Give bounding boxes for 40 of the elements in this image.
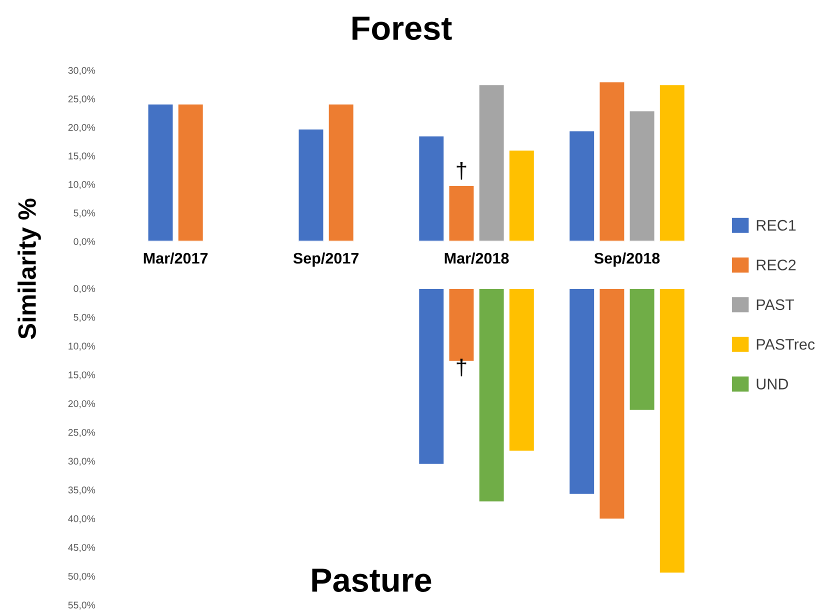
legend-label: PAST xyxy=(756,299,794,310)
text: Pasture xyxy=(312,568,432,592)
bar xyxy=(568,288,596,495)
y-tick-label: 20,0% xyxy=(68,400,96,408)
y-tick-label: 10,0% xyxy=(68,342,96,351)
chart-title: Forest xyxy=(352,16,452,40)
y-tick-label: 5,0% xyxy=(74,314,96,322)
x-tick-label: Mar/2018 xyxy=(444,252,509,264)
y-tick-label: 55,0% xyxy=(68,602,96,610)
y-tick-label: 35,0% xyxy=(68,486,96,495)
x-tick-label: Mar/2017 xyxy=(144,252,208,264)
bar xyxy=(598,288,626,520)
bar xyxy=(658,288,686,574)
y-tick-label: 15,0% xyxy=(68,152,96,161)
bar xyxy=(508,288,536,452)
y-tick-label: 25,0% xyxy=(68,428,96,438)
y-tick-label: 50,0% xyxy=(68,572,96,581)
legend-label: REC1 xyxy=(756,220,796,231)
legend-label: PASTrec xyxy=(756,338,815,350)
bar xyxy=(478,288,505,502)
y-tick-label: 25,0% xyxy=(68,96,96,104)
y-tick-label: 5,0% xyxy=(74,210,96,218)
annotation: † xyxy=(456,358,466,376)
x-tick-label: Sep/2017 xyxy=(293,252,358,267)
y-tick-label: 20,0% xyxy=(68,124,96,132)
y-tick-label: 0,0% xyxy=(74,285,96,294)
legend-label: UND xyxy=(756,378,788,390)
x-tick-label: Sep/2018 xyxy=(594,252,660,267)
y-tick-label: 0,0% xyxy=(74,238,96,246)
y-tick-label: 40,0% xyxy=(68,515,96,524)
y-tick-label: 30,0% xyxy=(68,458,96,466)
bar xyxy=(418,288,445,466)
bar xyxy=(628,288,656,411)
y-axis-title: Similarity % xyxy=(18,198,41,339)
y-tick-label: 15,0% xyxy=(68,371,96,380)
y-tick-label: 10,0% xyxy=(68,181,96,190)
annotation: † xyxy=(456,162,466,180)
legend-label: REC2 xyxy=(756,260,796,270)
y-tick-label: 45,0% xyxy=(68,544,96,552)
y-tick-label: 30,0% xyxy=(68,67,96,76)
